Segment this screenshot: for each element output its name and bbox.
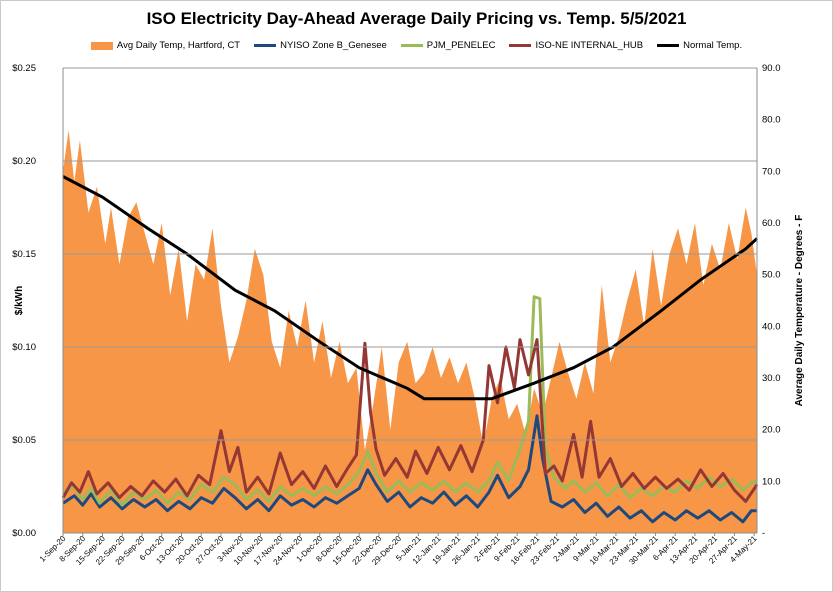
series-pjm-penelec	[62, 295, 758, 507]
series-avg-daily-temp-hartford-ct	[63, 130, 757, 533]
y2-tick-label: 10.0	[762, 476, 781, 487]
legend: Avg Daily Temp, Hartford, CT NYISO Zone B…	[0, 40, 833, 51]
y-axis-title: $/kWh	[14, 286, 25, 315]
y2-tick-label: -	[762, 528, 765, 539]
y2-tick-label: 20.0	[762, 425, 781, 436]
y2-tick-label: 50.0	[762, 270, 781, 281]
legend-label: Avg Daily Temp, Hartford, CT	[116, 40, 241, 51]
y-tick-label: $0.20	[12, 156, 36, 167]
y2-tick-label: 70.0	[762, 166, 781, 177]
y2-tick-label: 90.0	[762, 63, 781, 74]
y2-axis-title: Average Daily Temperature - Degrees - F	[794, 215, 805, 407]
legend-swatch	[90, 41, 113, 50]
y-tick-label: $0.25	[12, 63, 36, 74]
legend-label: ISO-NE INTERNAL_HUB	[535, 40, 644, 51]
legend-label: PJM_PENELEC	[426, 40, 496, 51]
y2-tick-label: 40.0	[762, 321, 781, 332]
chart-title: ISO Electricity Day-Ahead Average Daily …	[146, 9, 687, 28]
y2-tick-label: 80.0	[762, 115, 781, 126]
legend-swatch	[400, 44, 423, 47]
legend-item: PJM_PENELEC	[400, 40, 496, 51]
legend-swatch	[657, 44, 680, 47]
legend-label: Normal Temp.	[683, 40, 743, 51]
y-tick-label: $0.05	[12, 435, 36, 446]
legend-item: ISO-NE INTERNAL_HUB	[509, 40, 643, 51]
series-nyiso-zone-b-genesee	[62, 414, 757, 524]
y-tick-label: $0.15	[12, 249, 36, 260]
y-tick-label: $0.10	[12, 342, 36, 353]
y-tick-label: $0.00	[12, 528, 36, 539]
legend-item: NYISO Zone B_Genesee	[254, 40, 387, 51]
legend-swatch	[254, 44, 277, 47]
legend-swatch	[509, 44, 532, 47]
series-iso-ne-internal-hub	[61, 338, 759, 503]
y2-tick-label: 60.0	[762, 218, 781, 229]
legend-item: Normal Temp.	[657, 40, 742, 51]
legend-label: NYISO Zone B_Genesee	[280, 40, 387, 51]
y2-tick-label: 30.0	[762, 373, 781, 384]
series-normal-temp	[62, 175, 759, 401]
legend-item: Avg Daily Temp, Hartford, CT	[90, 40, 241, 51]
